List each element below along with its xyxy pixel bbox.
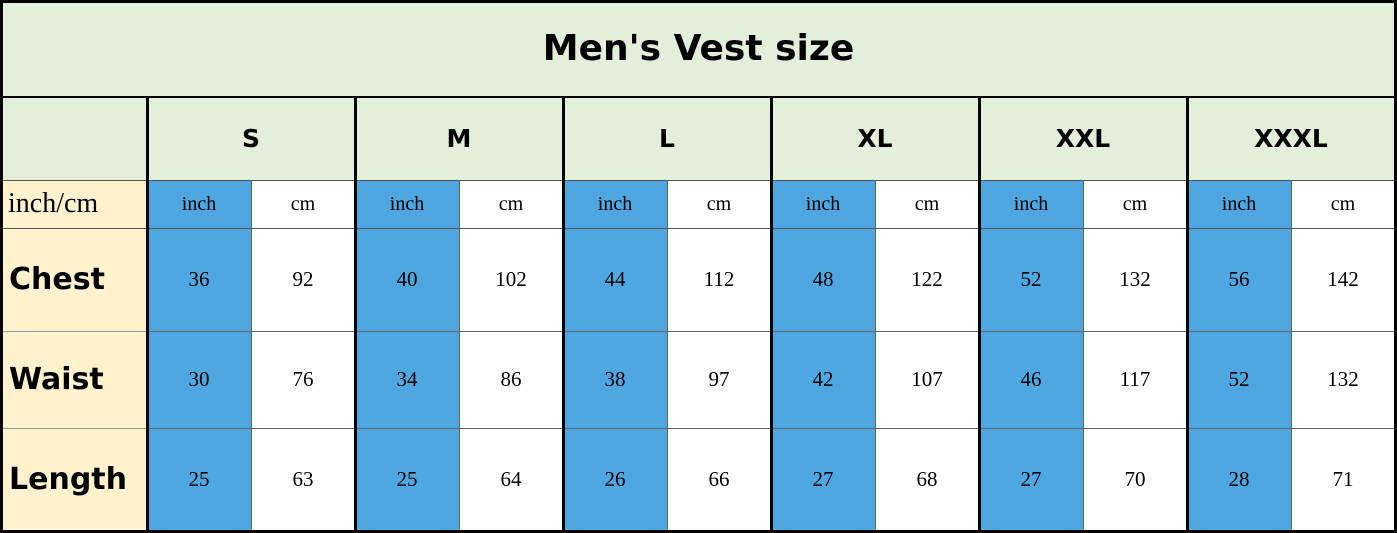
size-value: 142 (1291, 228, 1395, 331)
size-value: 66 (667, 428, 771, 530)
size-value: 132 (1083, 228, 1187, 331)
size-header: XXXL (1187, 97, 1395, 180)
grid-line (146, 97, 149, 533)
grid-line (875, 180, 876, 533)
corner-cell (0, 97, 147, 180)
grid-line (1083, 180, 1084, 533)
grid-line (354, 97, 357, 533)
grid-line (0, 0, 1397, 3)
unit-header: inch (355, 180, 459, 228)
unit-header: cm (251, 180, 355, 228)
grid-line (0, 228, 1397, 229)
unit-header: inch (771, 180, 875, 228)
row-label: Chest (0, 228, 147, 331)
size-value: 132 (1291, 331, 1395, 428)
size-value: 52 (979, 228, 1083, 331)
size-value: 86 (459, 331, 563, 428)
size-value: 97 (667, 331, 771, 428)
unit-header: cm (459, 180, 563, 228)
grid-line (0, 331, 147, 332)
size-value: 44 (563, 228, 667, 331)
unit-header: cm (1291, 180, 1395, 228)
table-title: Men's Vest size (0, 0, 1397, 97)
size-value: 30 (147, 331, 251, 428)
size-value: 34 (355, 331, 459, 428)
grid-line (0, 180, 1397, 181)
size-value: 36 (147, 228, 251, 331)
size-value: 25 (147, 428, 251, 530)
grid-line (0, 96, 1397, 98)
size-value: 71 (1291, 428, 1395, 530)
size-value: 63 (251, 428, 355, 530)
size-header: M (355, 97, 563, 180)
unit-header: inch (563, 180, 667, 228)
row-label: Waist (0, 331, 147, 428)
size-value: 28 (1187, 428, 1291, 530)
size-value: 52 (1187, 331, 1291, 428)
grid-line (1394, 0, 1397, 533)
size-value: 112 (667, 228, 771, 331)
size-header: XL (771, 97, 979, 180)
size-value: 102 (459, 228, 563, 331)
grid-line (0, 0, 3, 533)
unit-header: inch (1187, 180, 1291, 228)
size-value: 122 (875, 228, 979, 331)
size-value: 26 (563, 428, 667, 530)
size-value: 38 (563, 331, 667, 428)
grid-line (667, 180, 668, 533)
unit-header: inch (979, 180, 1083, 228)
size-value: 25 (355, 428, 459, 530)
size-header: XXL (979, 97, 1187, 180)
row-label: Length (0, 428, 147, 530)
size-value: 40 (355, 228, 459, 331)
grid-line (562, 97, 565, 533)
grid-line (251, 180, 252, 533)
unit-row-label: inch/cm (0, 180, 147, 228)
unit-header: cm (875, 180, 979, 228)
unit-header: inch (147, 180, 251, 228)
size-header: S (147, 97, 355, 180)
size-value: 70 (1083, 428, 1187, 530)
size-value: 76 (251, 331, 355, 428)
size-value: 107 (875, 331, 979, 428)
grid-line (770, 97, 773, 533)
unit-header: cm (1083, 180, 1187, 228)
size-value: 48 (771, 228, 875, 331)
grid-line (978, 97, 981, 533)
grid-line (1291, 180, 1292, 533)
size-value: 46 (979, 331, 1083, 428)
size-value: 92 (251, 228, 355, 331)
size-value: 27 (771, 428, 875, 530)
size-value: 56 (1187, 228, 1291, 331)
grid-line (0, 530, 1397, 533)
size-header: L (563, 97, 771, 180)
size-value: 117 (1083, 331, 1187, 428)
grid-line (1186, 97, 1189, 533)
grid-line (0, 428, 147, 429)
grid-line (459, 180, 460, 533)
unit-header: cm (667, 180, 771, 228)
size-value: 64 (459, 428, 563, 530)
size-value: 42 (771, 331, 875, 428)
size-value: 27 (979, 428, 1083, 530)
size-value: 68 (875, 428, 979, 530)
